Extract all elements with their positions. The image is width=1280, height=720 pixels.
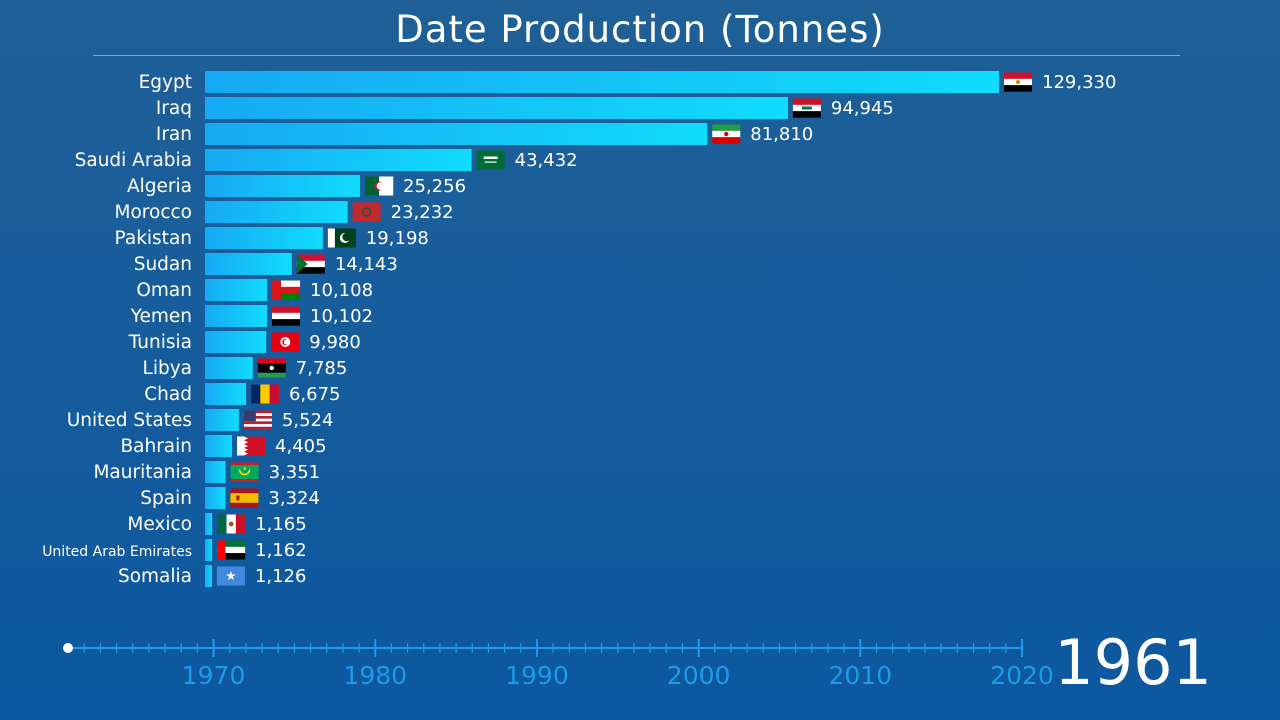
value-label-mexico: 1,165 (255, 514, 307, 535)
category-label-algeria: Algeria (127, 176, 192, 197)
category-label-yemen: Yemen (130, 306, 192, 327)
bar-united-arab-emirates (205, 539, 213, 561)
current-year-label: 1961 (1054, 626, 1212, 699)
yemen-flag-icon (272, 306, 301, 326)
bar-iran (205, 123, 708, 145)
morocco-flag-icon (352, 202, 381, 222)
category-label-chad: Chad (144, 384, 192, 405)
value-label-saudi-arabia: 43,432 (515, 150, 578, 171)
bar-chad (205, 383, 246, 405)
mauritania-flag-icon (230, 462, 259, 482)
category-label-morocco: Morocco (115, 202, 192, 223)
value-label-libya: 7,785 (296, 358, 348, 379)
bar-mexico (205, 513, 213, 535)
category-label-iraq: Iraq (156, 98, 192, 119)
value-label-iraq: 94,945 (831, 98, 894, 119)
bar-spain (205, 487, 226, 509)
bar-oman (205, 279, 268, 301)
title-divider (93, 55, 1180, 56)
category-label-bahrain: Bahrain (120, 436, 192, 457)
bar-libya (205, 357, 253, 379)
tunisia-flag-icon (271, 332, 300, 352)
chad-flag-icon (250, 384, 280, 404)
bar-mauritania (205, 461, 226, 483)
oman-flag-icon (272, 280, 301, 300)
bar-morocco (205, 201, 348, 223)
category-label-spain: Spain (140, 488, 192, 509)
value-label-somalia: 1,126 (255, 566, 307, 587)
category-label-mexico: Mexico (127, 514, 192, 535)
algeria-flag-icon (365, 176, 394, 196)
timeline-tick-label: 2010 (828, 661, 892, 690)
timeline-tick-label: 1990 (505, 661, 569, 690)
category-label-united-states: United States (67, 410, 192, 431)
timeline-tick-label: 1970 (182, 661, 246, 690)
value-label-spain: 3,324 (268, 488, 320, 509)
value-label-tunisia: 9,980 (309, 332, 361, 353)
value-label-united-arab-emirates: 1,162 (255, 540, 307, 561)
value-label-algeria: 25,256 (403, 176, 466, 197)
bar-bahrain (205, 435, 233, 457)
category-label-egypt: Egypt (139, 72, 192, 93)
category-label-mauritania: Mauritania (93, 462, 192, 483)
bar-iraq (205, 97, 788, 119)
bar-yemen (205, 305, 268, 327)
bar-sudan (205, 253, 292, 275)
bar-saudi-arabia (205, 149, 472, 171)
sudan-flag-icon (296, 254, 325, 274)
value-label-iran: 81,810 (750, 124, 813, 145)
timeline-progress-marker[interactable] (63, 643, 73, 653)
category-label-libya: Libya (143, 358, 192, 379)
bahrain-flag-icon (237, 436, 266, 456)
category-label-somalia: Somalia (118, 566, 192, 587)
value-label-sudan: 14,143 (335, 254, 398, 275)
saudi-arabia-flag-icon (476, 150, 505, 170)
libya-flag-icon (257, 358, 286, 378)
category-label-saudi-arabia: Saudi Arabia (75, 150, 192, 171)
timeline-tick-label: 1980 (343, 661, 407, 690)
bar-egypt (205, 71, 999, 93)
value-label-united-states: 5,524 (282, 410, 334, 431)
spain-flag-icon (230, 488, 259, 508)
mexico-flag-icon (217, 514, 246, 534)
bar-algeria (205, 175, 361, 197)
category-label-oman: Oman (136, 280, 192, 301)
pakistan-flag-icon (327, 228, 356, 248)
united-states-flag-icon (243, 410, 272, 430)
chart-title: Date Production (Tonnes) (395, 8, 885, 51)
value-label-oman: 10,108 (310, 280, 373, 301)
value-label-yemen: 10,102 (310, 306, 373, 327)
category-label-pakistan: Pakistan (115, 228, 192, 249)
bar-pakistan (205, 227, 323, 249)
category-label-tunisia: Tunisia (128, 332, 192, 353)
value-label-egypt: 129,330 (1042, 72, 1116, 93)
united-arab-emirates-flag-icon (217, 540, 246, 560)
value-label-mauritania: 3,351 (269, 462, 321, 483)
value-label-chad: 6,675 (289, 384, 341, 405)
iran-flag-icon (712, 124, 741, 144)
timeline-tick-label: 2000 (667, 661, 731, 690)
somalia-flag-icon (216, 566, 245, 586)
value-label-morocco: 23,232 (391, 202, 454, 223)
category-label-iran: Iran (156, 124, 192, 145)
value-label-bahrain: 4,405 (275, 436, 327, 457)
egypt-flag-icon (1004, 72, 1032, 92)
bar-tunisia (205, 331, 267, 353)
category-label-united-arab-emirates: United Arab Emirates (42, 544, 192, 560)
bar-somalia (205, 565, 212, 587)
category-label-sudan: Sudan (134, 254, 192, 275)
bar-united-states (205, 409, 239, 431)
value-label-pakistan: 19,198 (366, 228, 429, 249)
iraq-flag-icon (792, 98, 821, 118)
timeline-tick-label: 2020 (990, 661, 1054, 690)
